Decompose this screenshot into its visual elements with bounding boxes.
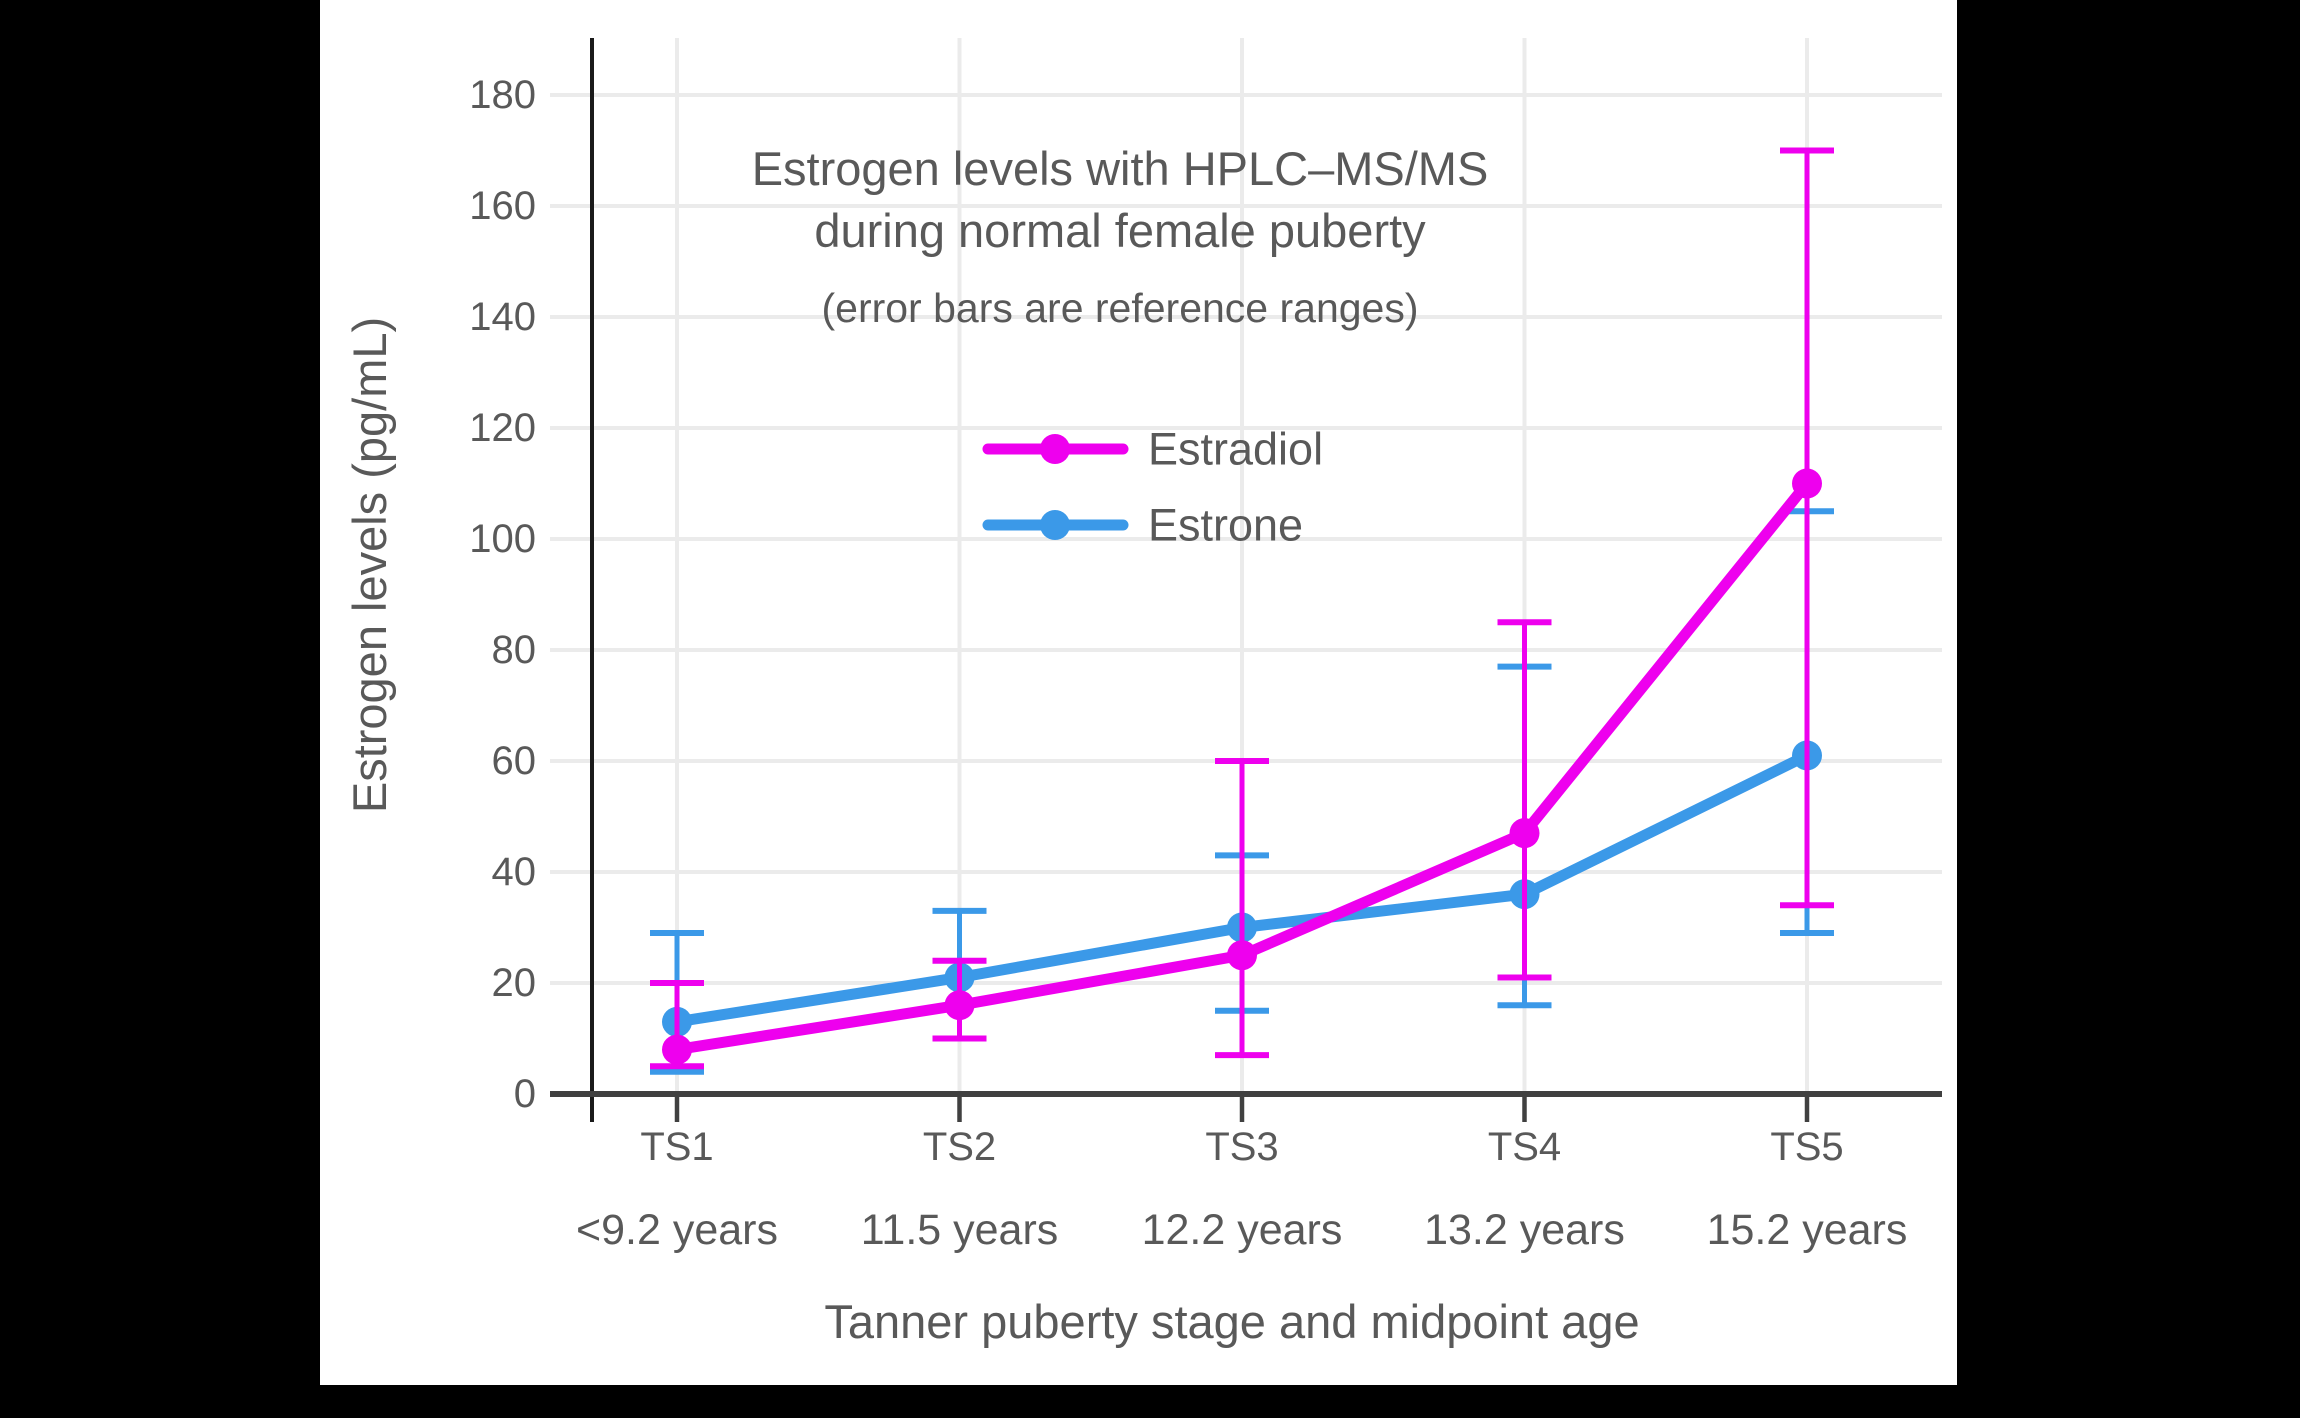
x-tick-label-stage: TS2 — [923, 1125, 996, 1169]
x-tick-label-age: 15.2 years — [1707, 1206, 1908, 1254]
x-tick-label-stage: TS4 — [1488, 1125, 1561, 1169]
x-tick-label-age: 11.5 years — [861, 1206, 1059, 1254]
x-tick-label-stage: TS1 — [640, 1125, 713, 1169]
tick-labels: 0 20 40 60 80 100 120 140 160 180 TS1 <9.2 years TS2… — [469, 73, 1907, 1254]
series-estradiol — [650, 147, 1834, 1070]
chart-title-line1: Estrogen levels with HPLC–MS/MS — [752, 142, 1489, 195]
x-axis-title: Tanner puberty stage and midpoint age — [824, 1295, 1639, 1348]
x-tick-label-stage: TS3 — [1205, 1125, 1278, 1169]
x-tick-label-age: 13.2 years — [1424, 1206, 1625, 1254]
y-tick-label: 60 — [492, 739, 537, 783]
chart-subtitle: (error bars are reference ranges) — [821, 285, 1418, 331]
y-tick-label: 140 — [469, 295, 536, 339]
y-tick-label: 100 — [469, 517, 536, 561]
axes — [550, 38, 1942, 1122]
data-point-dot — [1792, 468, 1822, 499]
y-tick-label: 40 — [492, 850, 537, 894]
plot-layers: 0 20 40 60 80 100 120 140 160 180 TS1 <9.2 years TS2… — [469, 38, 1942, 1254]
legend-label-estradiol: Estradiol — [1148, 424, 1323, 475]
legend-label-estrone: Estrone — [1148, 500, 1303, 551]
x-tick-label-age: 12.2 years — [1142, 1206, 1343, 1254]
chart-title-line2: during normal female puberty — [814, 204, 1426, 257]
legend-dot-swatch — [1040, 510, 1070, 540]
data-point-dot — [1509, 818, 1540, 849]
legend — [982, 434, 1129, 540]
x-tick-label-age: <9.2 years — [576, 1206, 778, 1254]
x-tick-label-stage: TS5 — [1770, 1125, 1843, 1169]
data-point-dot — [944, 990, 975, 1021]
y-axis-title: Estrogen levels (pg/mL) — [343, 317, 396, 813]
y-tick-label: 20 — [492, 961, 537, 1005]
legend-dot-swatch — [1040, 434, 1070, 464]
data-point-dot — [662, 1034, 692, 1065]
chart-card: 0 20 40 60 80 100 120 140 160 180 TS1 <9.2 years TS2… — [320, 0, 1957, 1385]
y-tick-label: 160 — [469, 184, 536, 228]
y-tick-label: 180 — [469, 73, 536, 117]
y-tick-label: 120 — [469, 406, 536, 450]
estrogen-puberty-line-chart: 0 20 40 60 80 100 120 140 160 180 TS1 <9.2 years TS2… — [343, 38, 1942, 1348]
data-point-dot — [1227, 940, 1257, 971]
y-tick-label: 0 — [514, 1072, 536, 1116]
y-tick-label: 80 — [492, 628, 537, 672]
